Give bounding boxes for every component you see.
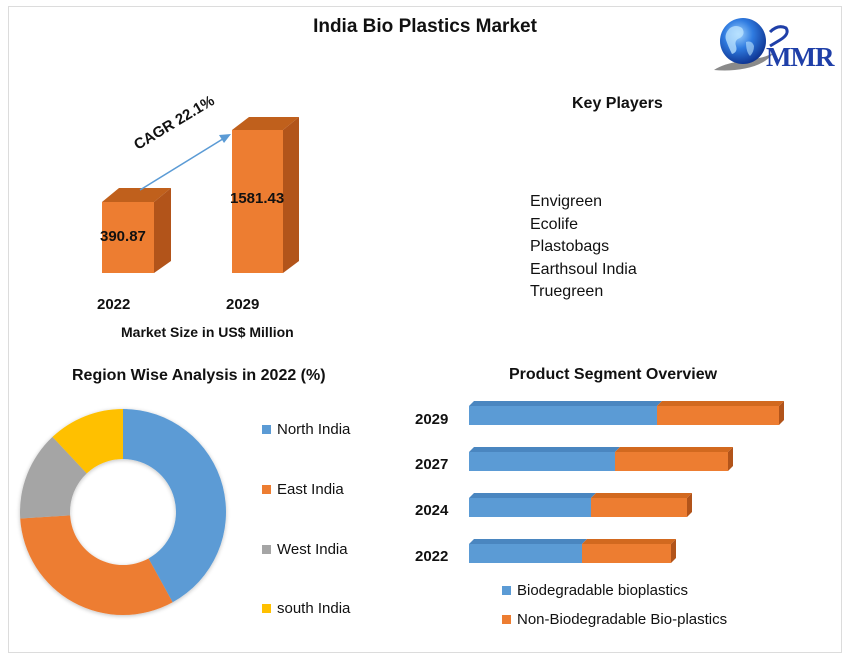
legend-label: Non-Biodegradable Bio-plastics [517,610,728,628]
bar-side-face [671,539,676,563]
value-label-2022: 390.87 [100,228,146,245]
column-2029 [232,117,299,273]
y-tick-2027: 2027 [415,456,449,473]
legend-swatch [262,544,271,554]
value-label-2029: 1581.43 [230,190,285,207]
bar-side-face [728,447,733,471]
bar-segment-2027-non-biodegradable [615,452,728,471]
segment-legend: Biodegradable bioplastics Non-Biodegrada… [502,580,727,629]
market-size-chart [102,117,299,273]
x-tick-2022: 2022 [97,296,131,313]
globe-icon [714,18,789,71]
legend-label: West India [277,540,348,558]
column-2022 [102,188,171,273]
legend-item-biodegradable: Biodegradable bioplastics [502,580,727,600]
legend-item-non-biodegradable: Non-Biodegradable Bio-plastics [502,609,727,629]
bar-top-face [582,539,676,544]
bar-segment-2022-non-biodegradable [582,544,671,563]
x-axis-label: Market Size in US$ Million [121,324,294,340]
legend-item-east-india: East India [262,479,350,499]
legend-swatch [262,484,271,494]
key-player-item: Truegreen [530,283,604,300]
legend-item-north-india: North India [262,419,350,439]
key-player-item: Envigreen [530,193,603,210]
key-player-item: Plastobags [530,238,610,255]
key-player-item: Ecolife [530,215,579,233]
legend-swatch [502,585,511,595]
y-tick-2024: 2024 [415,502,449,519]
bar-segment-2024-non-biodegradable [591,498,687,517]
legend-label: Biodegradable bioplastics [517,581,688,599]
bar-segment-2029-biodegradable [469,406,657,425]
legend-label: East India [277,480,344,498]
legend-item-west-india: West India [262,539,350,559]
bar-top-face [591,493,692,498]
cagr-arrow [139,134,231,191]
bar-side-face [687,493,692,517]
page-title: India Bio Plastics Market [313,16,537,37]
donut-segment-south-india [52,409,123,474]
logo-text: MMR [766,42,834,72]
bar-top-face [469,401,662,406]
mmr-logo: MMR [712,12,840,78]
legend-swatch [502,614,511,624]
key-players-list: Envigreen Ecolife Plastobags Earthsoul I… [530,191,637,304]
bar-segment-2024-biodegradable [469,498,591,517]
key-player-item: Earthsoul India [530,260,637,278]
bar-top-face [469,447,620,452]
bar-segment-2029-non-biodegradable [657,406,779,425]
bar-top-face [469,539,587,544]
legend-label: south India [277,599,351,617]
donut-segment-north-india [123,409,227,603]
donut-segment-west-india [20,436,87,519]
bar-top-face [469,493,596,498]
bar-segment-2022-biodegradable [469,544,582,563]
legend-swatch [262,603,271,613]
bar-segment-2027-biodegradable [469,452,615,471]
x-tick-2029: 2029 [226,296,260,313]
key-players-heading: Key Players [572,95,663,112]
legend-item-south-india: south India [262,598,350,618]
region-donut-chart [20,409,227,615]
bar-side-face [779,401,784,425]
region-legend: North India East India West India south … [262,419,350,618]
y-tick-2029: 2029 [415,411,449,428]
segment-chart-title: Product Segment Overview [509,366,718,383]
bar-top-face [615,447,733,452]
legend-swatch [262,424,271,434]
bar-top-face [657,401,784,406]
legend-label: North India [277,420,351,438]
region-chart-title: Region Wise Analysis in 2022 (%) [72,367,326,384]
infographic-frame [8,6,842,653]
donut-segment-east-india [20,515,173,615]
y-tick-2022: 2022 [415,548,449,565]
